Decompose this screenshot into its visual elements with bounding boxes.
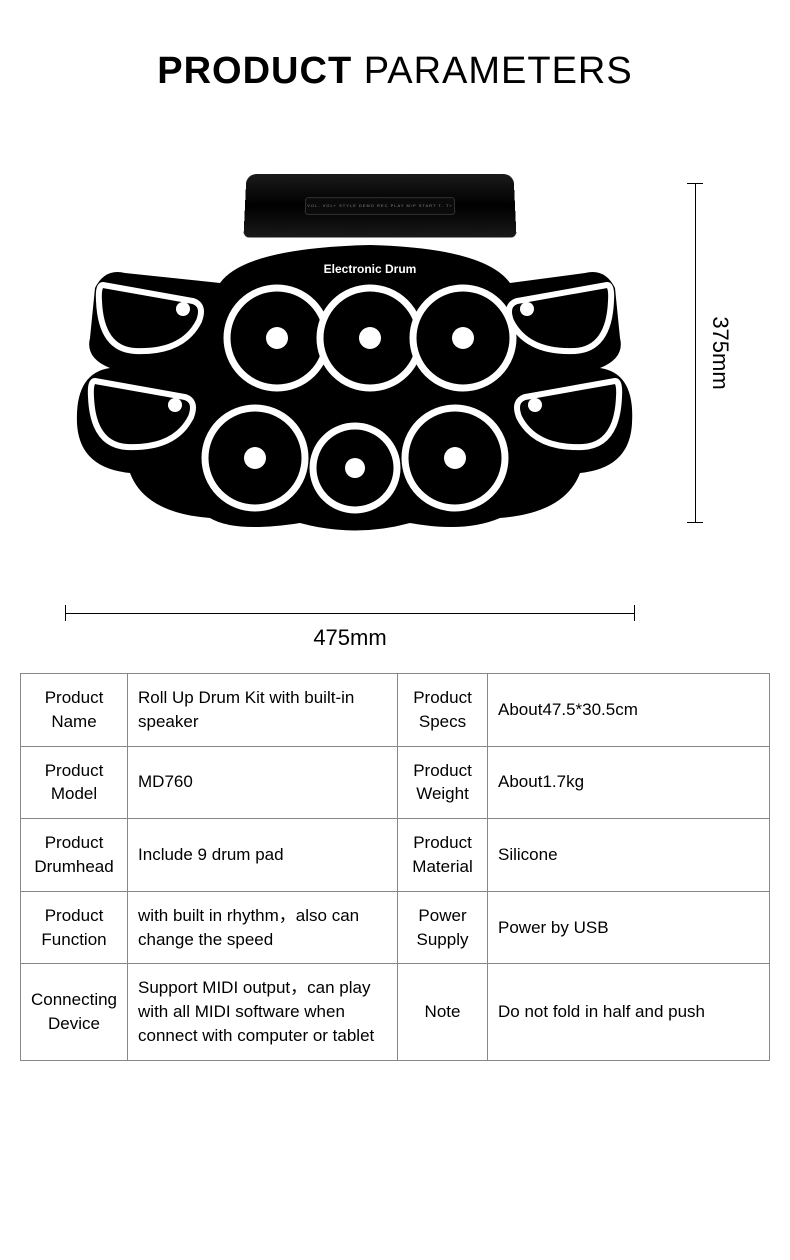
dim-h-tick-l [65,605,66,621]
width-label: 475mm [313,625,386,651]
bot-pad-1 [205,408,305,508]
spec-val-1: Include 9 drum pad [128,819,398,892]
spec-key-1: Product Drumhead [21,819,128,892]
drum-mat-svg [65,173,645,543]
spec-key-1: Product Function [21,891,128,964]
dim-v-line [695,183,696,523]
spec-val-2: Silicone [488,819,770,892]
top-pad-1 [227,288,327,388]
product-illustration: VOL- VOL+ STYLE DEMO REC PLAY M/P START … [55,173,735,653]
spec-val-2: About1.7kg [488,746,770,819]
dim-h-line [65,613,635,614]
spec-key-2: Power Supply [398,891,488,964]
bot-pad-2 [313,426,397,510]
spec-key-1: Product Model [21,746,128,819]
spec-key-2: Note [398,964,488,1060]
dim-v-tick-top [687,183,703,184]
spec-val-2: Do not fold in half and push [488,964,770,1060]
top-pad-3 [413,288,513,388]
drum-kit-graphic: VOL- VOL+ STYLE DEMO REC PLAY M/P START … [65,173,645,543]
spec-val-2: Power by USB [488,891,770,964]
table-row: Product Functionwith built in rhythm，als… [21,891,770,964]
table-row: Product DrumheadInclude 9 drum padProduc… [21,819,770,892]
title-light: PARAMETERS [352,50,633,92]
top-pad-2 [320,288,420,388]
height-label: 375mm [707,316,733,389]
table-row: Connecting DeviceSupport MIDI output，can… [21,964,770,1060]
drum-product-label: Electronic Drum [285,258,455,280]
spec-val-1: with built in rhythm，also can change the… [128,891,398,964]
table-row: Product NameRoll Up Drum Kit with built-… [21,674,770,747]
spec-key-2: Product Specs [398,674,488,747]
spec-val-2: About47.5*30.5cm [488,674,770,747]
spec-key-2: Product Material [398,819,488,892]
page-title: PRODUCT PARAMETERS [157,50,632,93]
width-dimension: 475mm [65,613,635,653]
height-dimension: 375mm [695,183,735,523]
spec-key-1: Connecting Device [21,964,128,1060]
dim-h-tick-r [634,605,635,621]
dim-v-tick-bot [687,522,703,523]
spec-tbody: Product NameRoll Up Drum Kit with built-… [21,674,770,1061]
title-bold: PRODUCT [157,50,352,92]
spec-key-1: Product Name [21,674,128,747]
spec-table: Product NameRoll Up Drum Kit with built-… [20,673,770,1061]
bot-pad-3 [405,408,505,508]
spec-val-1: Support MIDI output，can play with all MI… [128,964,398,1060]
spec-key-2: Product Weight [398,746,488,819]
spec-val-1: Roll Up Drum Kit with built-in speaker [128,674,398,747]
table-row: Product ModelMD760Product WeightAbout1.7… [21,746,770,819]
spec-val-1: MD760 [128,746,398,819]
